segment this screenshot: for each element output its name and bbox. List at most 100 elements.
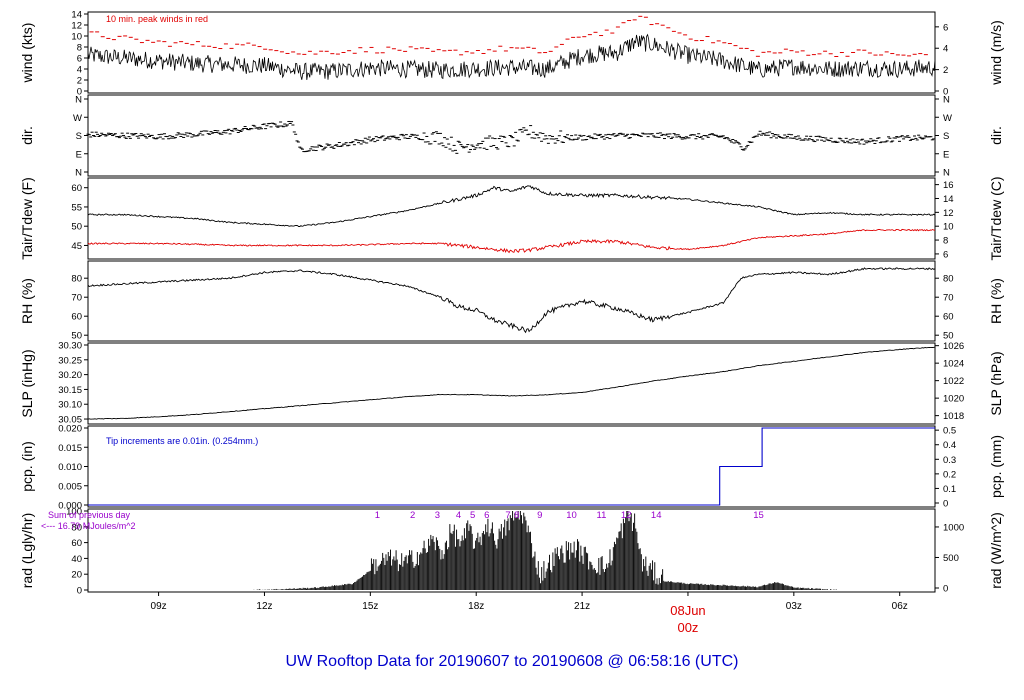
wind-ytick-label: 2 (77, 76, 82, 87)
temp-ytick-label: 45 (71, 241, 82, 252)
rh-ytick-label: 50 (71, 331, 82, 342)
wind-ytick-right-label: 6 (943, 22, 948, 33)
x-tick-label: 15z (362, 601, 378, 612)
pcp-ylabel-right: pcp. (mm) (988, 435, 1004, 498)
x-tick-label: 18z (468, 601, 484, 612)
rad-tip-marker: 14 (651, 510, 662, 521)
pcp-ytick-label: 0.000 (58, 501, 82, 512)
dir-ytick-label: E (76, 149, 82, 160)
x-tick-label: 09z (151, 601, 167, 612)
slp-ytick-label: 30.25 (58, 355, 82, 366)
rad-tip-marker: 1 (375, 510, 380, 521)
pcp-ytick-right-label: 0.2 (943, 469, 956, 480)
temp-ytick-label: 55 (71, 202, 82, 213)
rad-tip-marker: 15 (753, 510, 764, 521)
wind-ytick-label: 12 (71, 21, 82, 32)
rad-tip-marker: 3 (435, 510, 440, 521)
wind-ylabel: wind (kts) (19, 23, 35, 84)
dir-ytick-label: W (73, 113, 82, 124)
rad-tip-marker: 5 (470, 510, 475, 521)
rh-ylabel: RH (%) (19, 278, 35, 324)
slp-ytick-right-label: 1026 (943, 341, 964, 352)
tdew-line (87, 228, 936, 254)
rad-ytick-right-label: 500 (943, 553, 959, 564)
rh-line (87, 267, 936, 334)
x-tick-label: 03z (786, 601, 802, 612)
rh-ytick-label: 60 (71, 312, 82, 323)
temp-ylabel-right: Tair/Tdew (C) (988, 176, 1004, 260)
slp-ytick-label: 30.30 (58, 341, 82, 352)
rad-ylabel-right: rad (W/m^2) (988, 512, 1004, 589)
slp-frame (87, 342, 936, 425)
dir-ytick-right-label: E (943, 149, 949, 160)
rad-frame (87, 508, 936, 593)
wind-annotation: 10 min. peak winds in red (106, 14, 208, 24)
rad-tip-marker: 8 (514, 510, 519, 521)
x-tick-label: 12z (256, 601, 272, 612)
pcp-ytick-label: 0.010 (58, 462, 82, 473)
slp-ytick-right-label: 1024 (943, 359, 964, 370)
pcp-ytick-label: 0.015 (58, 443, 82, 454)
slp-ytick-right-label: 1022 (943, 376, 964, 387)
rh-frame (87, 260, 936, 342)
rh-ytick-right-label: 70 (943, 293, 954, 304)
wind-ytick-label: 14 (71, 10, 82, 21)
slp-ytick-label: 30.20 (58, 370, 82, 381)
rh-ylabel-right: RH (%) (988, 278, 1004, 324)
rad-annotation-2: <--- 16.79 MJoules/m^2 (41, 521, 136, 531)
dir-ytick-right-label: S (943, 131, 949, 142)
rh-ytick-right-label: 60 (943, 312, 954, 323)
x-day-label: 08Jun (670, 603, 705, 618)
rad-ytick-right-label: 1000 (943, 522, 964, 533)
wind-ytick-right-label: 2 (943, 65, 948, 76)
wind-ytick-right-label: 4 (943, 44, 948, 55)
rad-ytick-label: 0 (77, 586, 82, 597)
rad-bars (253, 511, 837, 590)
rh-ytick-label: 70 (71, 293, 82, 304)
rad-annotation-1: Sum of previous day (48, 510, 131, 520)
rad-ylabel: rad (Lgly/hr) (19, 513, 35, 588)
rad-ytick-right-label: 0 (943, 584, 948, 595)
rad-ytick-label: 100 (66, 507, 82, 518)
temp-frame (87, 177, 936, 260)
rad-tip-marker: 9 (537, 510, 542, 521)
rh-ytick-label: 80 (71, 274, 82, 285)
x-tick-label: 21z (574, 601, 590, 612)
pcp-ylabel: pcp. (in) (19, 441, 35, 492)
rad-tip-marker: 2 (410, 510, 415, 521)
slp-ytick-right-label: 1020 (943, 394, 964, 405)
dir-ytick-label: N (75, 168, 82, 179)
rad-ytick-label: 60 (71, 538, 82, 549)
dir-ylabel-right: dir. (988, 126, 1004, 145)
x-tick-label: 06z (892, 601, 908, 612)
slp-ytick-label: 30.05 (58, 415, 82, 426)
slp-ytick-label: 30.10 (58, 400, 82, 411)
rad-tip-marker: 4 (456, 510, 461, 521)
slp-ylabel: SLP (inHg) (19, 349, 35, 417)
temp-ytick-label: 60 (71, 183, 82, 194)
rh-ytick-right-label: 80 (943, 274, 954, 285)
temp-ytick-label: 50 (71, 222, 82, 233)
pcp-ytick-label: 0.020 (58, 424, 82, 435)
dir-ytick-right-label: N (943, 95, 950, 106)
wind-ytick-label: 8 (77, 43, 82, 54)
temp-ytick-right-label: 16 (943, 180, 954, 191)
rad-tip-marker: 7 (505, 510, 510, 521)
dir-ytick-label: N (75, 95, 82, 106)
chart-title: UW Rooftop Data for 20190607 to 20190608… (286, 653, 739, 670)
pcp-ytick-right-label: 0.1 (943, 484, 956, 495)
wind-ytick-label: 10 (71, 32, 82, 43)
temp-ytick-right-label: 12 (943, 208, 954, 219)
pcp-line (88, 427, 935, 506)
rad-ytick-label: 40 (71, 554, 82, 565)
rad-tip-marker: 11 (597, 510, 607, 521)
slp-ytick-right-label: 1018 (943, 411, 964, 422)
temp-ytick-right-label: 10 (943, 222, 954, 233)
dir-ylabel: dir. (19, 126, 35, 145)
temp-ylabel: Tair/Tdew (F) (19, 177, 35, 259)
rad-tip-marker: 6 (484, 510, 489, 521)
wind-ylabel-right: wind (m/s) (988, 20, 1004, 86)
pcp-ytick-right-label: 0.4 (943, 440, 956, 451)
pcp-ytick-label: 0.005 (58, 481, 82, 492)
